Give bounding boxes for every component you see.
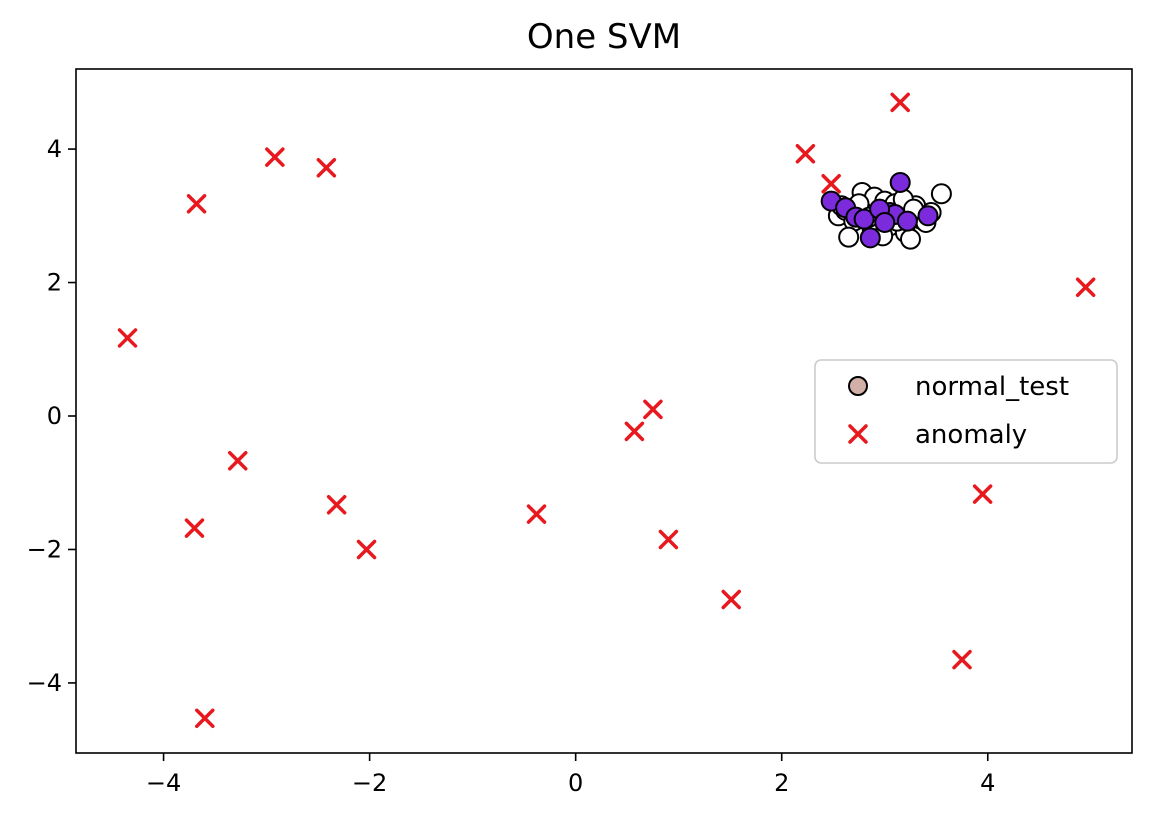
x-tick-label: 2 <box>774 769 789 797</box>
data-point-anomaly <box>821 174 841 194</box>
data-point-anomaly <box>326 495 347 515</box>
y-tick-label: 2 <box>47 269 62 297</box>
data-point-circle-series-2 <box>853 208 875 230</box>
data-point-anomaly <box>643 399 663 420</box>
data-point-circle-series-1 <box>930 183 952 205</box>
data-marks <box>117 92 1096 729</box>
data-point-anomaly <box>795 143 816 164</box>
chart-title: One SVM <box>527 17 681 57</box>
data-point-circle-series-2 <box>896 210 918 232</box>
data-point-anomaly <box>186 194 207 214</box>
legend: normal_test anomaly <box>814 359 1118 464</box>
data-point-anomaly <box>1075 277 1096 297</box>
data-point-anomaly <box>721 589 741 610</box>
y-tick-label: 4 <box>47 135 62 163</box>
data-point-circle-series-2 <box>859 227 881 249</box>
data-point-circle-series-2 <box>889 171 911 193</box>
data-point-anomaly <box>117 328 138 348</box>
legend-marker-anomaly <box>848 424 868 444</box>
x-axis: −4 −2 0 2 4 <box>146 753 995 797</box>
data-point-circle-series-1 <box>899 228 921 250</box>
x-tick-label: 4 <box>980 769 995 797</box>
y-tick-label: −4 <box>27 669 62 697</box>
data-point-anomaly <box>972 484 993 504</box>
x-tick-label: −2 <box>352 769 387 797</box>
y-tick-label: −2 <box>27 535 62 563</box>
data-point-anomaly <box>624 421 645 442</box>
data-point-anomaly <box>316 158 337 178</box>
y-axis: −4 −2 0 2 4 <box>27 135 76 697</box>
data-point-circle-series-1 <box>838 226 860 248</box>
y-tick-label: 0 <box>47 402 62 430</box>
data-point-circle-series-2 <box>917 205 939 227</box>
legend-marker-normal-test <box>848 376 868 396</box>
data-point-anomaly <box>890 92 910 113</box>
legend-label-normal-test: normal_test <box>915 372 1069 402</box>
data-point-anomaly <box>227 450 248 471</box>
data-point-anomaly <box>184 518 205 538</box>
data-point-circle-series-2 <box>874 211 896 233</box>
data-point-anomaly <box>356 539 377 560</box>
data-point-anomaly <box>195 708 215 729</box>
legend-box <box>814 359 1118 464</box>
x-tick-label: 0 <box>568 769 583 797</box>
x-tick-label: −4 <box>146 769 181 797</box>
data-point-anomaly <box>265 147 285 167</box>
data-point-anomaly <box>658 529 679 550</box>
legend-label-anomaly: anomaly <box>915 420 1027 450</box>
data-point-anomaly <box>526 504 547 524</box>
data-point-anomaly <box>952 649 972 670</box>
